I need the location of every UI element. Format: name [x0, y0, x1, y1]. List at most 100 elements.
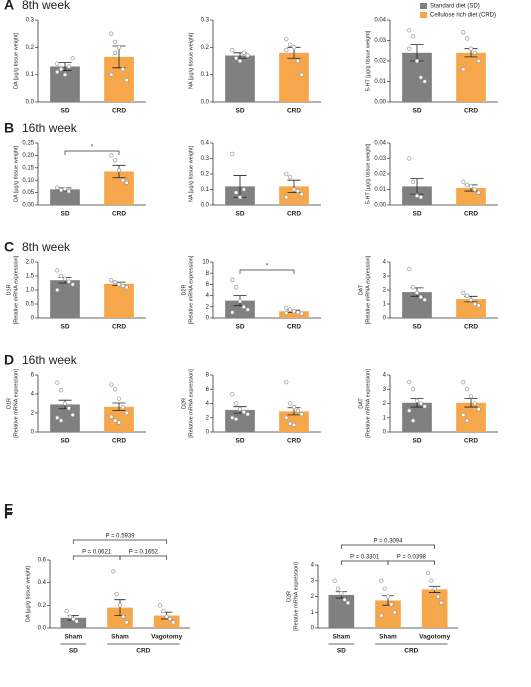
data-point	[58, 273, 64, 279]
data-point	[435, 594, 441, 599]
y-tick-label: 2	[383, 288, 387, 294]
data-point	[299, 191, 304, 197]
y-tick-label: 2	[31, 411, 35, 417]
data-point	[58, 418, 64, 423]
bracket	[64, 150, 120, 155]
data-point	[62, 72, 68, 77]
data-point	[407, 379, 412, 385]
data-point	[62, 186, 68, 192]
data-point	[476, 190, 481, 195]
y-tick-label: 0.2	[38, 603, 47, 609]
y-axis-label: DAT	[358, 398, 364, 409]
x-tick-label: CRD	[464, 108, 478, 115]
data-point	[418, 195, 424, 200]
x-tick-label: SD	[235, 211, 244, 218]
data-point	[245, 53, 250, 58]
data-point	[109, 153, 114, 158]
legend-swatch	[420, 3, 427, 9]
y-tick-label: 0.1	[201, 72, 210, 78]
data-point	[112, 418, 118, 423]
y-tick-label: 8	[206, 271, 210, 277]
x-tick-label: CRD	[287, 108, 301, 115]
data-point	[55, 268, 60, 273]
legend-label: Standard diet (SD)	[430, 4, 480, 10]
y-tick-label: 1.0	[26, 288, 35, 294]
data-point	[117, 603, 123, 608]
x-tick-label: SD	[412, 324, 421, 331]
data-point	[472, 187, 478, 192]
y-tick-label: 0.3	[26, 18, 35, 24]
legend-label: Cellulose rich diet (CRD)	[430, 13, 496, 19]
data-point	[461, 379, 466, 385]
data-point	[287, 401, 293, 406]
y-tick-label: 0.20	[22, 153, 34, 159]
data-point	[230, 310, 235, 315]
y-axis-label: [Relative mRNA expression]	[188, 369, 194, 438]
y-axis-label: D2R	[181, 398, 187, 409]
data-point	[461, 30, 466, 35]
data-point	[112, 158, 118, 163]
y-tick-label: 6	[31, 373, 35, 379]
data-point	[472, 301, 478, 307]
x-tick-label: SD	[235, 438, 244, 445]
data-point	[410, 285, 416, 290]
data-point	[112, 387, 118, 392]
bar	[421, 589, 448, 628]
data-point	[464, 293, 470, 298]
panel-letter: F	[4, 506, 13, 522]
data-point	[472, 401, 478, 406]
x-tick-label: CRD	[112, 438, 126, 445]
x-tick-label: CRD	[464, 438, 478, 445]
annotation: P = 0.0398	[397, 555, 427, 561]
panel-letter: D	[4, 352, 14, 368]
annotation: P = 0.1652	[129, 550, 159, 556]
y-axis-label: [Relative mRNA expression]	[293, 562, 299, 631]
data-point	[66, 406, 72, 411]
panel-letter: A	[4, 0, 14, 13]
data-point	[392, 610, 397, 615]
data-point	[237, 195, 243, 200]
data-point	[284, 310, 289, 316]
y-tick-label: 10	[202, 260, 209, 266]
y-tick-label: 1	[311, 610, 315, 616]
data-point	[233, 401, 239, 406]
data-point	[237, 58, 243, 64]
y-tick-label: 2	[383, 401, 387, 407]
y-tick-label: 0	[206, 430, 210, 436]
data-point	[55, 61, 60, 66]
data-point	[237, 407, 243, 412]
data-point	[157, 603, 163, 608]
y-tick-label: 4	[383, 260, 387, 266]
error-bar	[112, 402, 126, 412]
y-tick-label: 0	[31, 430, 35, 436]
y-tick-label: 0	[383, 430, 387, 436]
panel-letter: C	[4, 239, 14, 255]
data-point	[109, 72, 114, 77]
bar	[279, 52, 309, 102]
data-point	[112, 50, 118, 55]
data-point	[241, 50, 247, 55]
x-tick-label: SD	[60, 324, 69, 331]
y-tick-label: 0.00	[374, 203, 386, 209]
y-tick-label: 0.6	[38, 558, 47, 564]
y-tick-label: 0.00	[22, 203, 34, 209]
data-point	[109, 278, 114, 283]
data-point	[468, 394, 474, 399]
group-label: CRD	[136, 648, 150, 655]
data-point	[422, 79, 427, 84]
data-point	[109, 414, 114, 419]
x-tick-label: SD	[60, 211, 69, 218]
data-point	[342, 597, 347, 602]
data-point	[124, 180, 129, 185]
data-point	[335, 586, 341, 591]
bar	[328, 594, 355, 628]
bracket	[340, 560, 389, 565]
data-point	[71, 616, 76, 622]
y-tick-label: 0.5	[26, 302, 35, 308]
y-axis-label: [Relative mRNA expression]	[365, 255, 371, 324]
data-point	[464, 387, 470, 392]
bar	[456, 52, 486, 102]
x-tick-label: Sham	[332, 634, 350, 641]
data-point	[418, 401, 424, 406]
y-tick-label: 4	[206, 293, 210, 299]
